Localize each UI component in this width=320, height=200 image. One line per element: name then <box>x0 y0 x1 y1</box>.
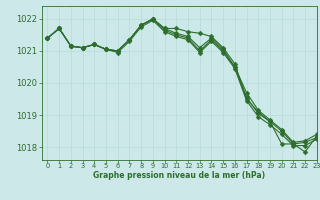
X-axis label: Graphe pression niveau de la mer (hPa): Graphe pression niveau de la mer (hPa) <box>93 171 265 180</box>
